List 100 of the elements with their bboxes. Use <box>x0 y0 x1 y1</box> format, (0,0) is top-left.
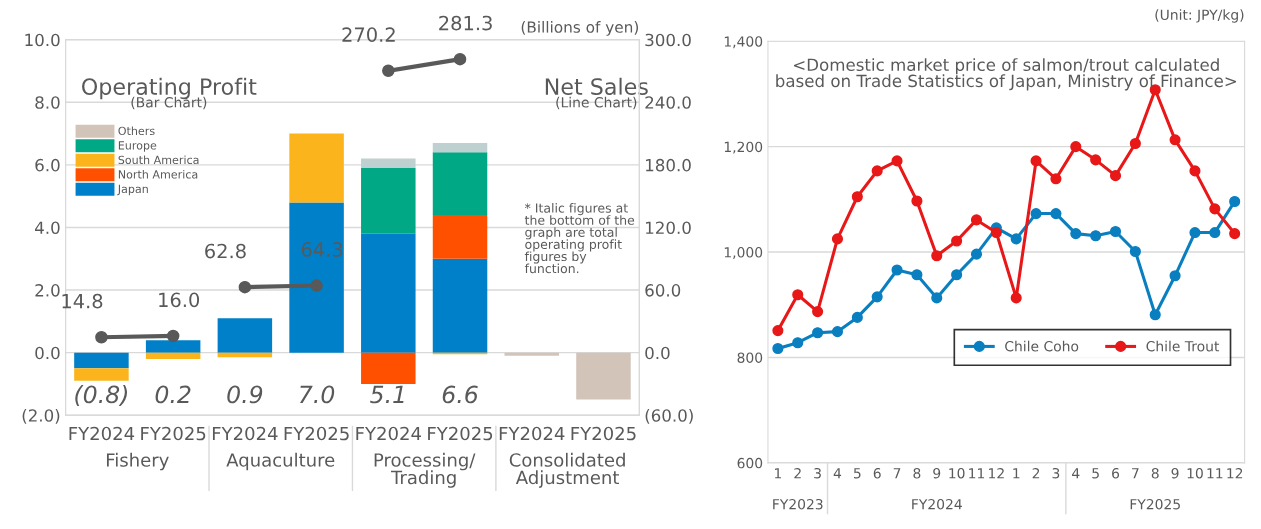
legend-label: North America <box>118 169 198 179</box>
y2-tick-label: 180.0 <box>646 158 691 172</box>
x-tick-label: 2 <box>1032 467 1040 479</box>
y-tick-label: 1,000 <box>724 247 763 259</box>
y-tick-label: 10.0 <box>25 33 60 47</box>
x-tick-label: 1 <box>774 468 782 479</box>
point <box>1189 227 1201 239</box>
point <box>990 227 1002 239</box>
annotation: * Italic figures at the bottom of the graph are total operating profit figures by function. <box>524 203 635 274</box>
x-tick-label: 7 <box>1132 468 1139 479</box>
point <box>951 269 963 281</box>
legend-label: Japan <box>117 184 148 196</box>
y2-tick-label: 240.0 <box>645 96 691 109</box>
bar <box>504 352 559 356</box>
text: FY2023 <box>773 498 823 510</box>
bar <box>361 233 416 353</box>
point <box>970 248 983 260</box>
text: Fishery <box>106 452 169 471</box>
data-label: 64.3 <box>301 242 343 257</box>
y2-tick-label: 300.0 <box>645 33 691 47</box>
point <box>1070 228 1082 240</box>
x-tick-label: 6 <box>873 467 881 479</box>
x-tick-label: 9 <box>933 467 941 479</box>
point <box>951 235 963 247</box>
point <box>1209 227 1221 239</box>
bar <box>145 352 201 359</box>
bar <box>217 318 273 353</box>
data-label: 62.8 <box>205 243 246 259</box>
text: FY2025 <box>1130 498 1180 510</box>
y-tick-label: 800 <box>737 352 763 363</box>
point <box>911 195 923 207</box>
y2-tick-label: 60.0 <box>645 284 681 297</box>
point <box>891 264 903 276</box>
x-tick-label: 9 <box>1171 467 1179 479</box>
data-label: 281.3 <box>439 15 492 31</box>
y-tick-label: 6.0 <box>35 158 60 172</box>
total-label: 0.9 <box>227 385 263 404</box>
point <box>1090 230 1102 242</box>
y-tick-label: 2.0 <box>35 284 60 297</box>
point <box>1070 141 1082 153</box>
point <box>1010 233 1022 245</box>
point <box>1229 228 1241 240</box>
point <box>1050 208 1062 220</box>
x-tick-label: FY2024 <box>356 426 421 441</box>
x-tick-label: 5 <box>853 468 861 479</box>
data-label: 270.2 <box>342 27 395 42</box>
x-tick-label: 2 <box>794 467 801 479</box>
x-tick-label: 3 <box>1052 467 1060 479</box>
point <box>772 342 784 355</box>
x-tick-label: 4 <box>1072 468 1080 479</box>
point <box>1050 173 1062 185</box>
y-tick-label: 1,400 <box>724 36 763 49</box>
point <box>812 306 824 318</box>
bar <box>576 352 631 400</box>
point <box>970 214 983 226</box>
bar <box>289 133 344 203</box>
point <box>1010 292 1022 304</box>
point <box>1149 309 1161 321</box>
bar <box>361 158 416 168</box>
x-tick-label: 8 <box>1151 467 1159 479</box>
point <box>792 337 804 349</box>
point <box>931 250 943 262</box>
point <box>1129 137 1141 150</box>
total-label: 5.1 <box>370 385 404 404</box>
text: Aquaculture <box>226 452 335 471</box>
bar <box>361 352 416 384</box>
point <box>812 327 824 339</box>
x-tick-label: 7 <box>893 468 901 479</box>
bar <box>361 168 416 234</box>
point <box>831 326 844 338</box>
bar <box>432 142 488 153</box>
y-tick-label: (2.0) <box>22 408 60 424</box>
text: Processing/ Trading <box>374 452 476 488</box>
point <box>1209 203 1221 215</box>
legend-label: South America <box>118 155 199 165</box>
point <box>1189 165 1201 177</box>
point <box>95 330 108 344</box>
bar <box>432 152 488 215</box>
y2-tick-label: (60.0) <box>645 408 693 424</box>
y-tick-label: 0.0 <box>35 346 60 360</box>
x-tick-label: 10 <box>1187 467 1203 479</box>
text: (Billions of yen) <box>521 21 639 36</box>
point <box>792 289 804 301</box>
point <box>851 311 863 323</box>
x-tick-label: FY2025 <box>428 426 493 441</box>
bar <box>289 202 344 353</box>
point <box>851 191 863 203</box>
text: Consolidated Adjustment <box>509 452 625 488</box>
y-tick-label: 8.0 <box>35 96 60 109</box>
x-tick-label: 6 <box>1112 467 1120 479</box>
x-tick-label: 4 <box>833 468 842 479</box>
total-label: 6.6 <box>442 385 478 404</box>
point <box>1169 134 1181 146</box>
bar <box>74 352 129 369</box>
x-tick-label: 12 <box>1227 467 1243 479</box>
data-label: 16.0 <box>159 292 200 308</box>
x-tick-label: 5 <box>1092 468 1099 479</box>
point <box>911 269 923 281</box>
total-label: 0.2 <box>155 385 191 404</box>
total-label: (0.8) <box>75 385 128 407</box>
